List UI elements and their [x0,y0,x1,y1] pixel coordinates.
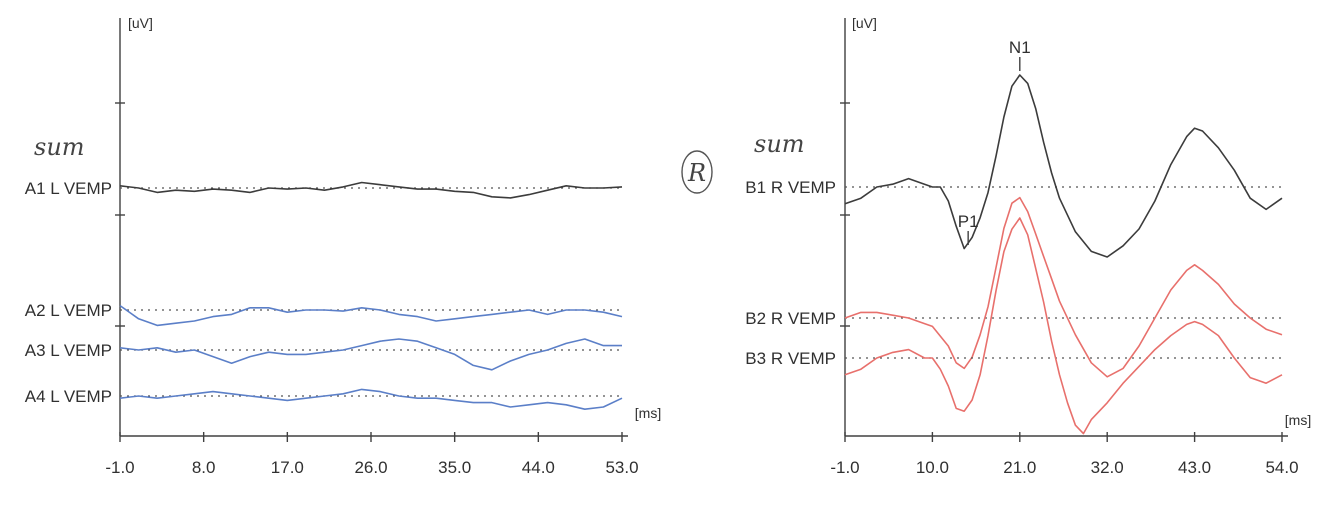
series-label: B2 R VEMP [745,309,836,328]
y-unit-label: [uV] [852,15,877,31]
series-trace [119,338,622,371]
series-label: B3 R VEMP [745,349,836,368]
series-label: B1 R VEMP [745,178,836,197]
left-vemp-panel: [uV] [ms] -1.0 8.0 17.0 26.0 35.0 44.0 53.0 sum A1… [25,15,661,477]
peak-label-n1: N1 [1009,38,1031,57]
x-tick-label: 32.0 [1091,458,1124,477]
x-tick-label: 53.0 [605,458,638,477]
x-tick-label: 8.0 [192,458,216,477]
x-tick-label: 43.0 [1178,458,1211,477]
series-label: A3 L VEMP [25,341,112,360]
handwritten-side-mark: R [687,159,706,187]
series-label: A2 L VEMP [25,301,112,320]
series-label: A4 L VEMP [25,387,112,406]
x-tick-label: 21.0 [1003,458,1036,477]
handwritten-sum-annotation: sum [754,130,805,158]
series-trace [119,388,623,410]
y-unit-label: [uV] [128,15,153,31]
peak-label-p1: P1 [958,212,979,231]
x-unit-label: [ms] [635,405,661,421]
series-trace [119,181,623,199]
x-tick-label: 44.0 [522,458,555,477]
handwritten-sum-annotation: sum [34,133,85,161]
series-trace [844,74,1283,258]
series-trace [844,196,1283,378]
x-tick-label: 35.0 [438,458,471,477]
x-tick-label: -1.0 [830,458,859,477]
series-trace [844,217,1283,435]
right-vemp-panel: [uV] [ms] -1.0 10.0 21.0 32.0 43.0 54.0 sum R B1 R… [681,15,1311,477]
x-tick-label: -1.0 [105,458,134,477]
x-unit-label: [ms] [1285,412,1311,428]
series-trace [119,304,623,327]
x-tick-label: 26.0 [354,458,387,477]
handwritten-circle [681,150,713,194]
series-label: A1 L VEMP [25,179,112,198]
x-tick-label: 10.0 [916,458,949,477]
x-tick-label: 54.0 [1265,458,1298,477]
x-tick-label: 17.0 [271,458,304,477]
